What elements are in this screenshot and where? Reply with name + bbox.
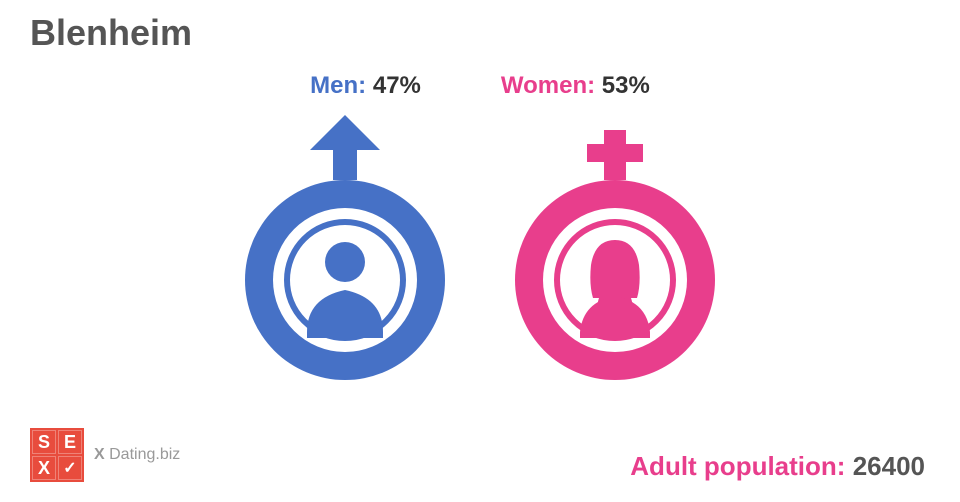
page-title: Blenheim bbox=[30, 12, 192, 54]
logo-cell-s: S bbox=[32, 430, 56, 454]
population-label: Adult population: bbox=[630, 451, 845, 481]
women-stat: Women: 53% bbox=[501, 72, 650, 100]
logo-cell-check: ✓ bbox=[58, 456, 82, 480]
logo-text-x: X bbox=[94, 446, 105, 463]
logo-text: X Dating.biz bbox=[94, 446, 180, 464]
icons-row bbox=[0, 110, 960, 390]
men-label: Men: bbox=[310, 72, 366, 99]
male-symbol-icon bbox=[225, 110, 465, 390]
logo-cell-e: E bbox=[58, 430, 82, 454]
logo-box-icon: S E X ✓ bbox=[30, 428, 84, 482]
logo-text-rest: Dating.biz bbox=[105, 446, 181, 463]
men-value: 47% bbox=[373, 72, 421, 99]
female-symbol-icon bbox=[495, 110, 735, 390]
stats-row: Men: 47% Women: 53% bbox=[0, 72, 960, 100]
population-stat: Adult population: 26400 bbox=[630, 451, 925, 482]
men-stat: Men: 47% bbox=[310, 72, 421, 100]
women-label: Women: bbox=[501, 72, 595, 99]
logo-area: S E X ✓ X Dating.biz bbox=[30, 428, 180, 482]
population-value: 26400 bbox=[853, 451, 925, 481]
women-value: 53% bbox=[602, 72, 650, 99]
logo-cell-x: X bbox=[32, 456, 56, 480]
